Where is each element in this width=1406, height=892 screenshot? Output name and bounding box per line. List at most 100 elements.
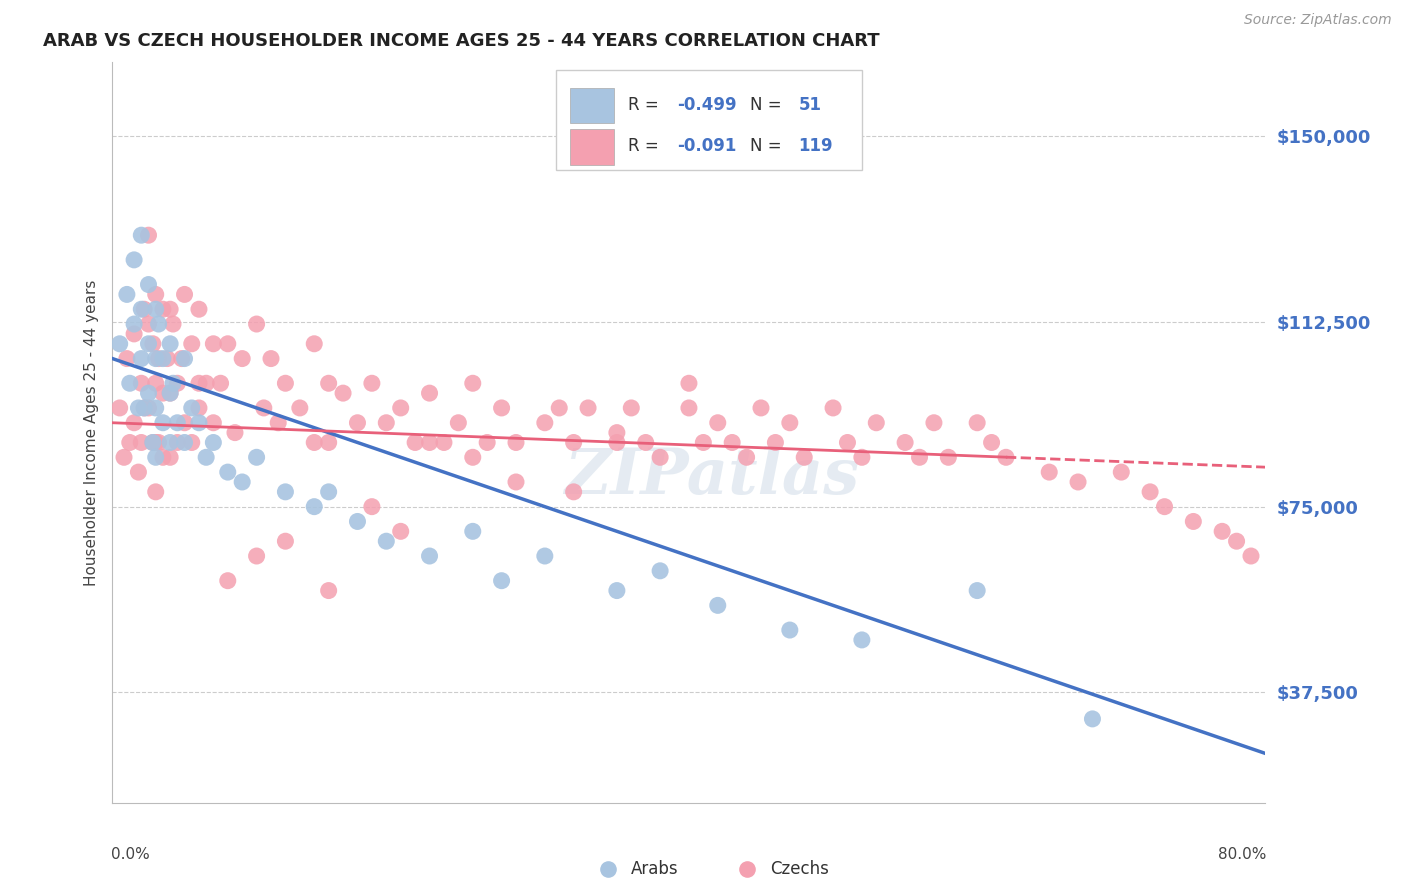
Point [894, 435, 917, 450]
Point [346, 416, 368, 430]
Point [195, 450, 218, 465]
Point [118, 376, 141, 391]
Point [576, 401, 599, 415]
Text: R =: R = [628, 95, 664, 113]
Point [678, 376, 700, 391]
Point [491, 401, 513, 415]
Point [188, 376, 211, 391]
Point [1081, 712, 1104, 726]
Text: 0.0%: 0.0% [111, 847, 150, 863]
Point [180, 336, 202, 351]
Point [138, 277, 160, 292]
Point [634, 435, 657, 450]
Point [173, 287, 195, 301]
Point [304, 336, 326, 351]
Point [505, 475, 527, 489]
Bar [571, 87, 614, 123]
Point [1139, 484, 1161, 499]
Point [922, 416, 945, 430]
Point [152, 450, 174, 465]
Point [148, 317, 170, 331]
Point [475, 435, 499, 450]
Point [865, 416, 887, 430]
Point [142, 336, 165, 351]
Text: 80.0%: 80.0% [1218, 847, 1267, 863]
Point [138, 317, 160, 331]
Point [332, 386, 354, 401]
Point [749, 401, 772, 415]
Text: N =: N = [749, 95, 787, 113]
Point [765, 435, 787, 450]
Point [145, 401, 167, 415]
Text: R =: R = [628, 137, 664, 155]
Point [231, 475, 253, 489]
Point [1067, 475, 1090, 489]
Point [1226, 534, 1249, 549]
Point [837, 435, 859, 450]
Text: Source: ZipAtlas.com: Source: ZipAtlas.com [1244, 13, 1392, 28]
Point [253, 401, 276, 415]
Point [159, 386, 181, 401]
Point [127, 465, 149, 479]
Point [433, 435, 456, 450]
Point [461, 524, 484, 539]
Point [108, 336, 131, 351]
Point [548, 401, 571, 415]
Point [936, 450, 959, 465]
Point [188, 401, 211, 415]
Point [173, 435, 195, 450]
Point [152, 351, 174, 366]
Point [152, 302, 174, 317]
Point [966, 416, 988, 430]
Point [134, 401, 156, 415]
Point [129, 228, 153, 243]
Point [1182, 515, 1205, 529]
Point [217, 336, 239, 351]
Point [318, 583, 340, 598]
Text: N =: N = [749, 137, 787, 155]
Point [224, 425, 246, 440]
Point [995, 450, 1018, 465]
Point [170, 351, 193, 366]
Text: Czechs: Czechs [769, 861, 828, 879]
Point [707, 416, 730, 430]
Point [129, 302, 153, 317]
Point [122, 252, 145, 267]
Point [202, 435, 225, 450]
Point [1240, 549, 1263, 563]
Point [360, 376, 382, 391]
Point [318, 435, 340, 450]
Point [793, 450, 815, 465]
Point [129, 376, 153, 391]
Point [267, 416, 290, 430]
Point [246, 450, 269, 465]
Point [419, 549, 441, 563]
Point [134, 302, 156, 317]
Point [318, 376, 340, 391]
Point [122, 317, 145, 331]
Point [173, 416, 195, 430]
Point [304, 500, 326, 514]
Point [288, 401, 311, 415]
Point [162, 376, 184, 391]
Point [650, 450, 672, 465]
Point [707, 599, 730, 613]
Point [159, 435, 181, 450]
Point [562, 484, 585, 499]
Point [127, 401, 149, 415]
Point [188, 302, 211, 317]
Point [217, 465, 239, 479]
Text: ARAB VS CZECH HOUSEHOLDER INCOME AGES 25 - 44 YEARS CORRELATION CHART: ARAB VS CZECH HOUSEHOLDER INCOME AGES 25… [44, 32, 880, 50]
Point [375, 534, 398, 549]
Point [217, 574, 239, 588]
Point [274, 376, 297, 391]
Point [620, 401, 643, 415]
Point [851, 632, 873, 647]
Point [148, 351, 170, 366]
Point [180, 401, 202, 415]
Text: 119: 119 [799, 137, 834, 155]
Point [138, 336, 160, 351]
Point [346, 515, 368, 529]
Point [246, 549, 269, 563]
Point [166, 416, 188, 430]
